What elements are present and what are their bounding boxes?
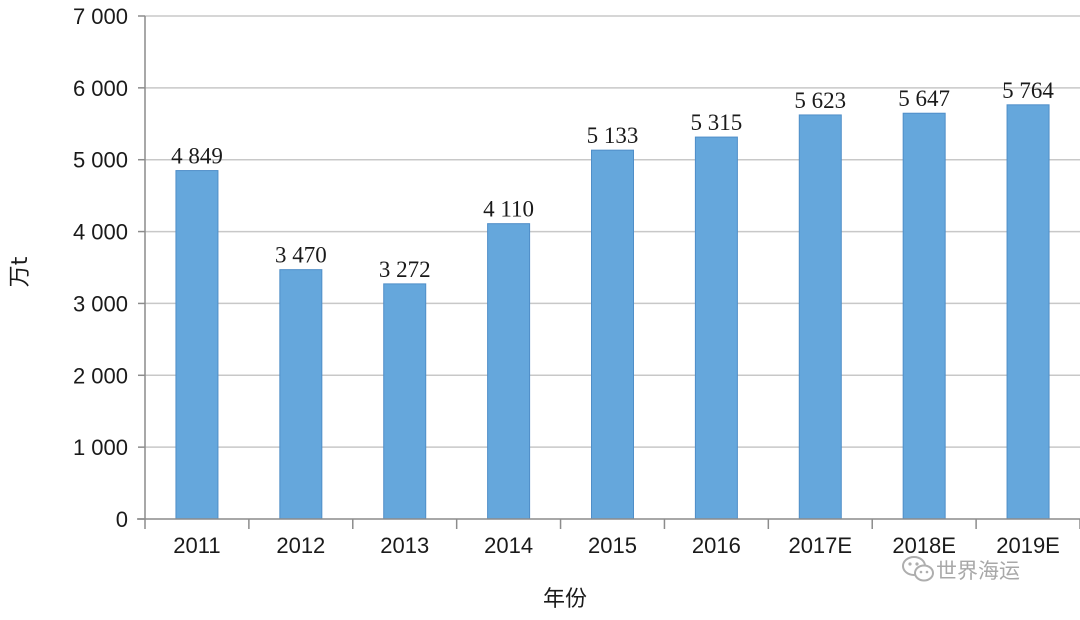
x-tick-label: 2011 (173, 533, 220, 558)
bar (487, 223, 531, 520)
x-tick-label: 2017E (788, 533, 852, 558)
wechat-icon (902, 556, 934, 582)
x-tick-label: 2014 (484, 533, 533, 558)
y-tick-label: 6 000 (73, 76, 128, 101)
data-label: 3 272 (379, 257, 431, 282)
y-tick-label: 7 000 (73, 4, 128, 29)
watermark: 世界海运 (902, 556, 1020, 583)
x-tick-label: 2019E (996, 533, 1060, 558)
x-tick-label: 2015 (588, 533, 637, 558)
x-tick-label: 2016 (692, 533, 741, 558)
x-tick-label: 2013 (380, 533, 429, 558)
data-label: 5 133 (587, 123, 639, 148)
data-label: 3 470 (275, 243, 327, 268)
bar (383, 283, 427, 520)
y-tick-label: 5 000 (73, 148, 128, 173)
bar (279, 269, 323, 520)
bar (591, 149, 634, 520)
bars (175, 104, 1050, 520)
y-axis-label: 万t (8, 256, 33, 287)
tick-labels: 0 1 000 2 000 3 000 4 000 5 000 6 000 7 000 2011… (73, 4, 1060, 558)
data-labels: 4 849 3 470 3 272 4 110 5 133 5 315 5 623 5 647… (171, 78, 1054, 282)
y-tick-label: 4 000 (73, 220, 128, 245)
watermark-text: 世界海运 (936, 559, 1020, 583)
data-label: 5 623 (794, 88, 846, 113)
bar (175, 170, 219, 520)
x-tick-label: 2012 (276, 533, 325, 558)
bar (798, 114, 842, 520)
y-tick-label: 0 (116, 507, 128, 532)
axes (137, 15, 1080, 529)
y-tick-label: 2 000 (73, 363, 128, 388)
data-label: 5 764 (1002, 78, 1054, 103)
bar (902, 112, 946, 520)
x-tick-label: 2018E (892, 533, 956, 558)
data-label: 4 849 (171, 144, 223, 169)
data-label: 5 315 (691, 110, 743, 135)
data-label: 4 110 (483, 197, 534, 222)
y-tick-label: 1 000 (73, 435, 128, 460)
bar (694, 136, 738, 520)
bar (1006, 104, 1050, 520)
data-label: 5 647 (898, 86, 950, 111)
x-axis-label: 年份 (543, 587, 587, 612)
y-tick-label: 3 000 (73, 291, 128, 316)
